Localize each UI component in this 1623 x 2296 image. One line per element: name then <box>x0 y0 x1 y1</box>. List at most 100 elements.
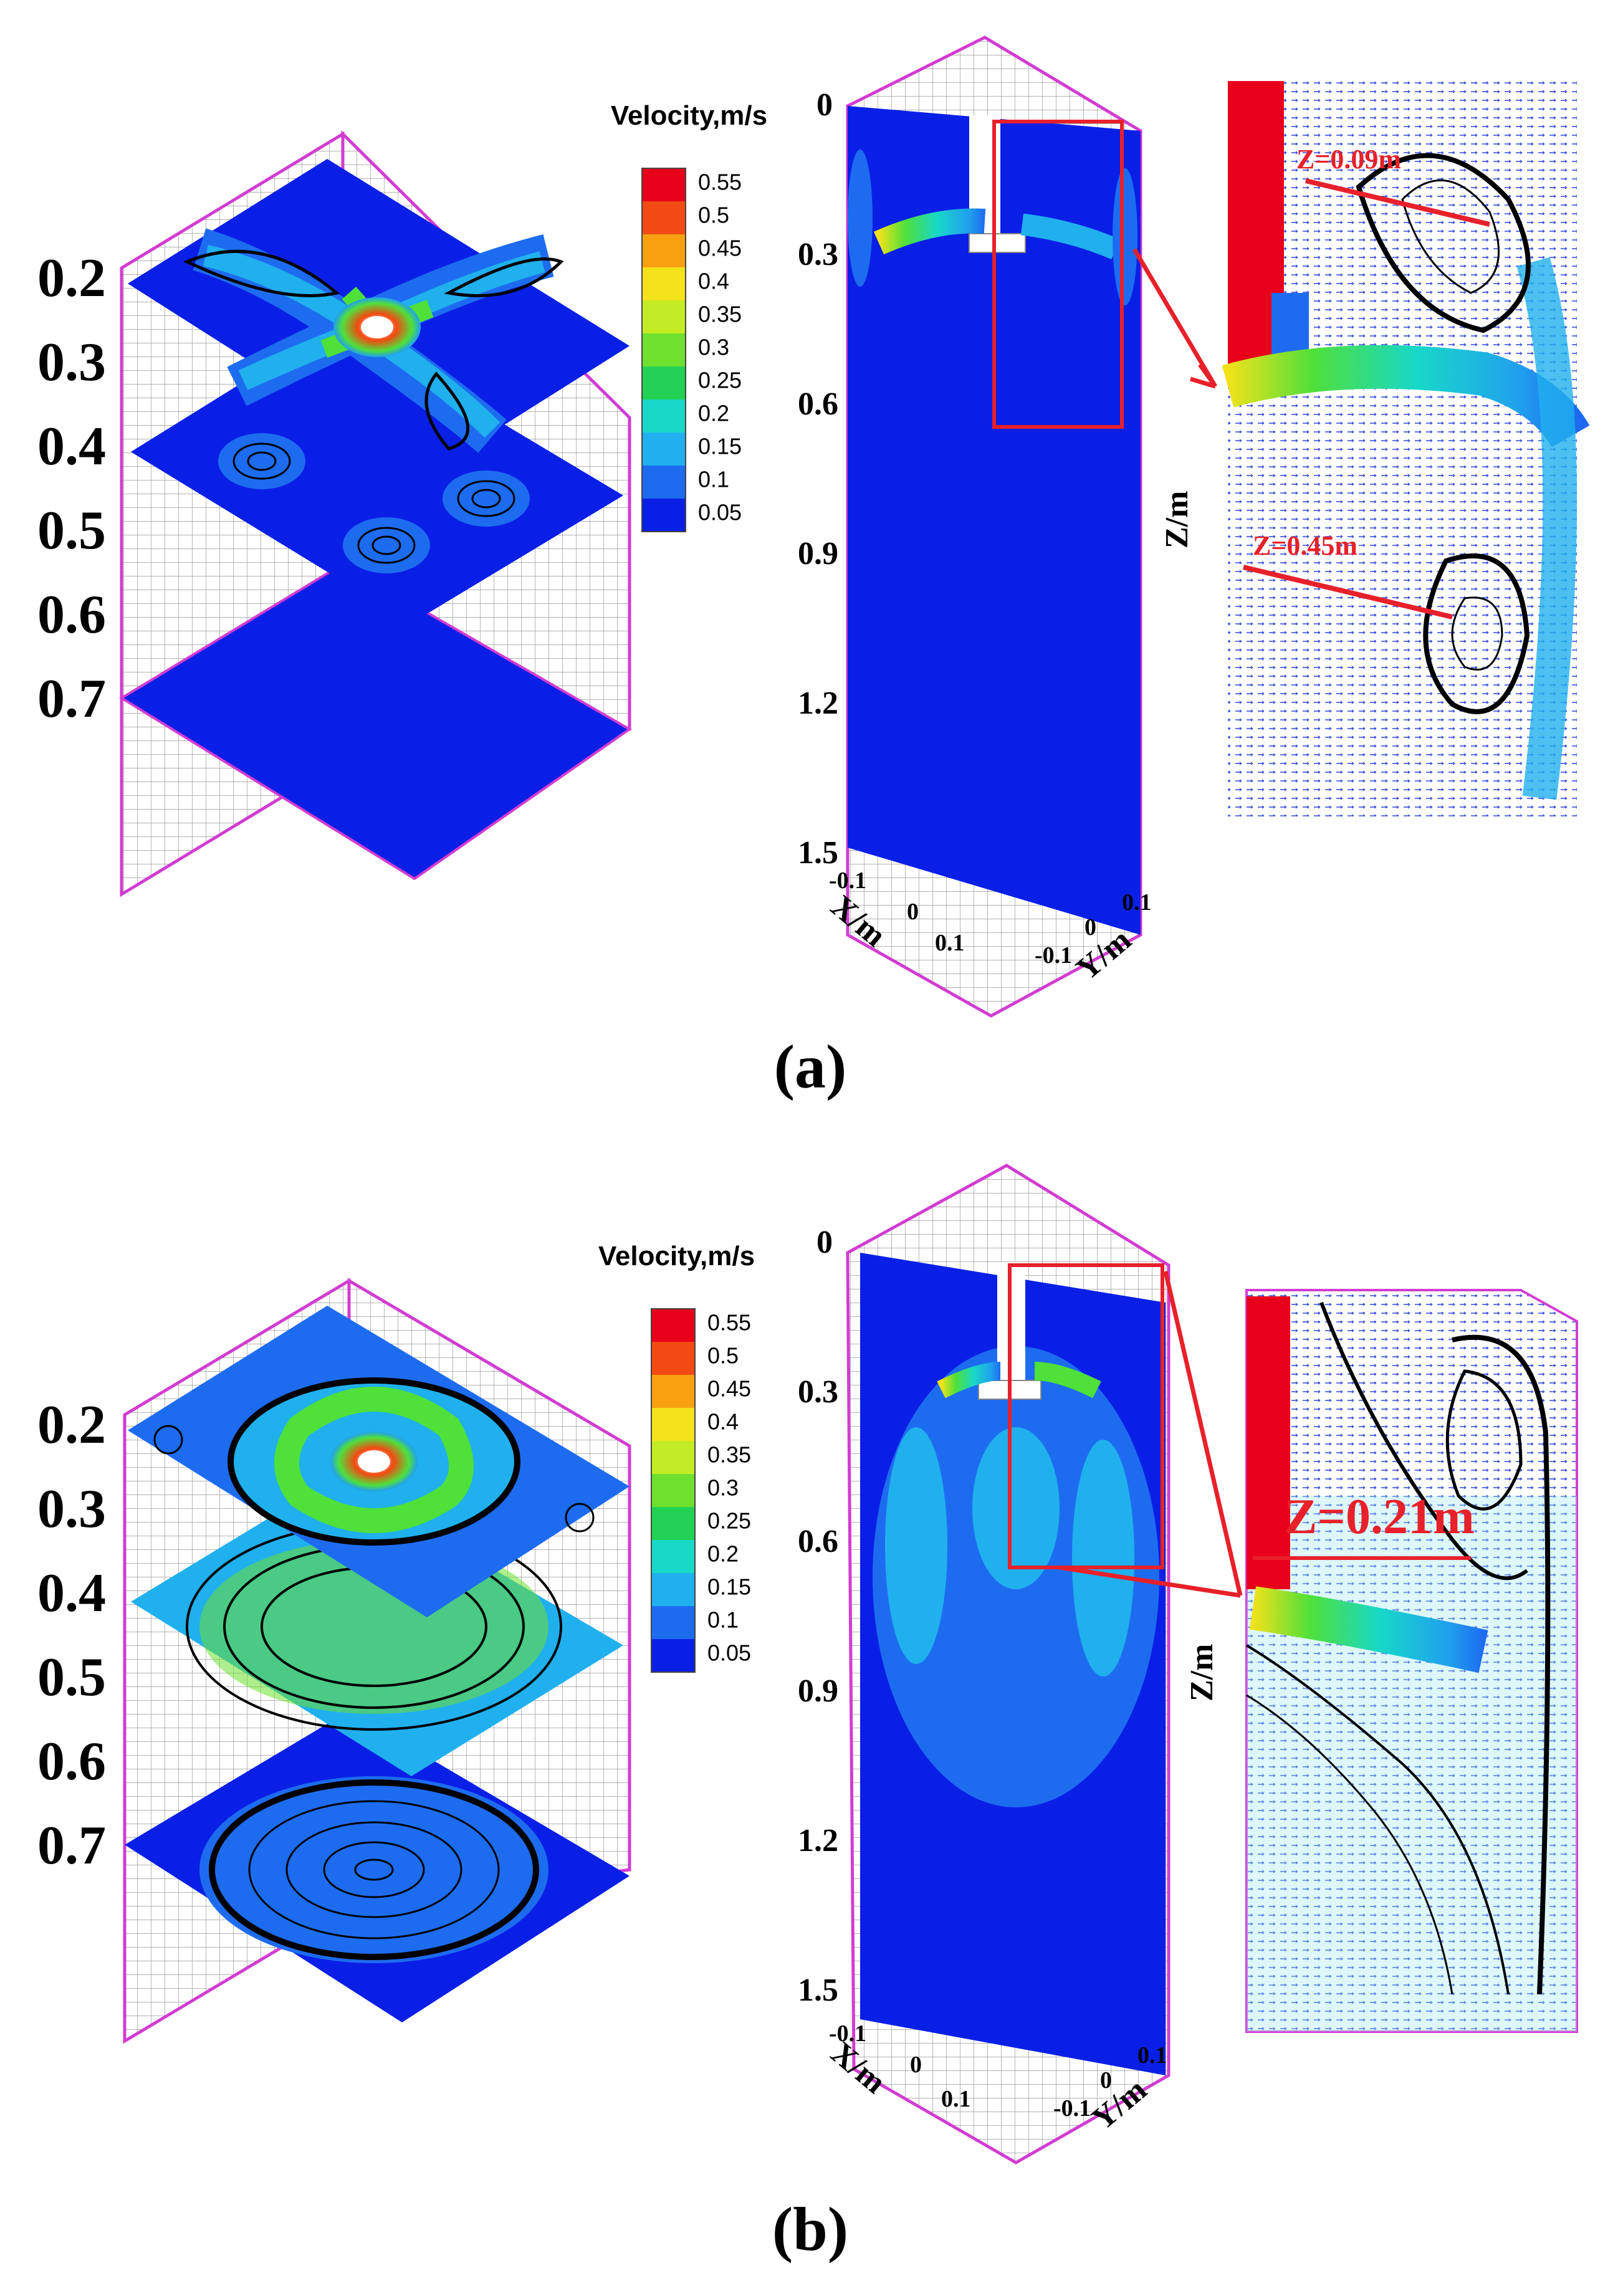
colorbar-label: 0.55 <box>698 169 742 194</box>
colorbar-swatch <box>642 466 686 499</box>
colorbar-swatch <box>642 499 686 532</box>
b-y-tick-0.1: 0.1 <box>1137 2042 1167 2069</box>
zoom-connector-b1 <box>1163 1271 1243 1596</box>
colorbar-swatch <box>651 1606 695 1639</box>
colorbar-label: 0.25 <box>707 1508 751 1533</box>
y-tick--0.1: -0.1 <box>1035 942 1072 969</box>
colorbar-swatch <box>642 234 686 267</box>
colorbar-label: 0.5 <box>707 1342 739 1368</box>
panel-a-vertical-plane: 0 0.3 0.6 0.9 1.2 1.5 Z/m X/m Y/m -0.1 0… <box>798 36 1195 1018</box>
x-tick-0: 0 <box>907 899 919 925</box>
slice-b-level-0.7: 0.7 <box>37 1815 106 1876</box>
colorbar-a: Velocity,m/s 0.55 0.5 0.45 0.4 0.35 0.3 0.25 0.… <box>611 100 767 532</box>
panel-b: 0.2 0.3 0.4 0.5 0.6 0.7 Velocity,m/s 0.5… <box>37 1164 1578 2264</box>
b-z-tick-0: 0 <box>816 1225 833 1260</box>
colorbar-swatch <box>651 1441 695 1474</box>
b-z-tick-0.9: 0.9 <box>798 1673 838 1709</box>
slice-b-level-0.5: 0.5 <box>37 1647 106 1708</box>
colorbar-label: 0.4 <box>707 1409 739 1434</box>
y-tick-0.1: 0.1 <box>1122 889 1152 916</box>
annotation-z-0.09: Z=0.09m <box>1296 144 1401 175</box>
colorbar-label: 0.1 <box>698 466 729 492</box>
colorbar-swatch <box>651 1639 695 1672</box>
b-x-tick-0: 0 <box>910 2052 922 2078</box>
slice-z02 <box>128 159 630 474</box>
zoom-connector-a <box>1132 248 1218 388</box>
colorbar-swatch <box>651 1573 695 1606</box>
z-tick-0: 0 <box>816 87 833 123</box>
annotation-z-0.45: Z=0.45m <box>1253 530 1357 561</box>
colorbar-label: 0.55 <box>707 1309 751 1335</box>
b-z-tick-1.5: 1.5 <box>798 1973 838 2008</box>
colorbar-label: 0.5 <box>698 202 729 227</box>
slice-b-level-0.4: 0.4 <box>37 1563 106 1624</box>
zoom-connector-b2 <box>1059 1565 1241 1598</box>
b-x-tick--0.1: -0.1 <box>829 2021 866 2047</box>
colorbar-label: 0.35 <box>707 1442 751 1467</box>
z-axis-label: Z/m <box>1159 491 1195 548</box>
colorbar-swatch <box>642 366 686 399</box>
panel-a: 0.2 0.3 0.4 0.5 0.6 0.7 Velocity,m/s 0.5… <box>37 36 1590 1101</box>
colorbar-swatch <box>642 433 686 466</box>
b-z-tick-1.2: 1.2 <box>798 1823 838 1858</box>
panel-label-a: (a) <box>774 1032 847 1101</box>
b-z-tick-0.6: 0.6 <box>798 1524 838 1559</box>
colorbar-swatch <box>642 399 686 433</box>
colorbar-swatch <box>651 1408 695 1441</box>
z-tick-0.6: 0.6 <box>798 386 838 422</box>
colorbar-swatch <box>651 1342 695 1375</box>
panel-a-zoom-view: Z=0.09m Z=0.45m <box>1222 81 1590 816</box>
slice-level-0.4: 0.4 <box>37 416 106 477</box>
colorbar-swatch <box>642 333 686 366</box>
colorbar-label: 0.05 <box>698 499 742 525</box>
colorbar-title: Velocity,m/s <box>611 100 767 131</box>
colorbar-label: 0.2 <box>698 400 729 426</box>
colorbar-label: 0.35 <box>698 301 742 327</box>
colorbar-swatch <box>642 267 686 300</box>
panel-a-slices-box: 0.2 0.3 0.4 0.5 0.6 0.7 <box>37 130 632 897</box>
colorbar-label: 0.2 <box>707 1541 739 1566</box>
panel-label-b: (b) <box>772 2194 848 2264</box>
x-tick--0.1: -0.1 <box>829 868 866 894</box>
y-tick-0: 0 <box>1084 914 1096 940</box>
colorbar-label: 0.25 <box>698 367 742 393</box>
colorbar-label: 0.45 <box>698 235 742 261</box>
annotation-z-0.21: Z=0.21m <box>1284 1490 1475 1544</box>
colorbar-label: 0.05 <box>707 1640 751 1665</box>
colorbar-swatch <box>651 1375 695 1408</box>
colorbar-label: 0.3 <box>707 1475 739 1500</box>
slice-b-z02 <box>128 1306 630 1617</box>
b-y-tick-0: 0 <box>1100 2067 1112 2093</box>
slice-b-z07 <box>125 1711 630 2022</box>
slice-level-0.7: 0.7 <box>37 669 106 729</box>
z-tick-1.5: 1.5 <box>798 835 838 871</box>
colorbar-b: Velocity,m/s 0.55 0.5 0.45 0.4 0.35 0.3 0.25 0.… <box>598 1241 755 1673</box>
colorbar-title-b: Velocity,m/s <box>598 1241 755 1271</box>
slice-b-level-0.2: 0.2 <box>37 1395 106 1455</box>
colorbar-swatch <box>651 1507 695 1540</box>
colorbar-swatch <box>642 168 686 201</box>
slice-b-level-0.3: 0.3 <box>37 1479 106 1539</box>
colorbar-label: 0.15 <box>707 1574 751 1599</box>
z-tick-0.9: 0.9 <box>798 536 838 572</box>
colorbar-swatch <box>642 201 686 234</box>
panel-b-vertical-plane: 0 0.3 0.6 0.9 1.2 1.5 Z/m X/m Y/m -0.1 0… <box>798 1164 1220 2164</box>
z-tick-0.3: 0.3 <box>798 237 838 272</box>
slice-level-0.6: 0.6 <box>37 585 106 645</box>
slice-z07 <box>119 562 632 881</box>
colorbar-label: 0.1 <box>707 1607 739 1632</box>
x-tick-0.1: 0.1 <box>935 930 965 956</box>
colorbar-label: 0.3 <box>698 334 729 360</box>
colorbar-swatch <box>651 1540 695 1573</box>
colorbar-label: 0.45 <box>707 1375 751 1401</box>
slice-b-level-0.6: 0.6 <box>37 1731 106 1792</box>
colorbar-swatch <box>651 1309 695 1342</box>
colorbar-label: 0.4 <box>698 268 729 294</box>
b-z-tick-0.3: 0.3 <box>798 1374 838 1410</box>
panel-b-slices-box: 0.2 0.3 0.4 0.5 0.6 0.7 <box>37 1278 631 2044</box>
colorbar-swatch <box>642 300 686 333</box>
b-x-tick-0.1: 0.1 <box>941 2086 971 2112</box>
slice-level-0.5: 0.5 <box>37 500 106 561</box>
z-tick-1.2: 1.2 <box>798 686 838 721</box>
